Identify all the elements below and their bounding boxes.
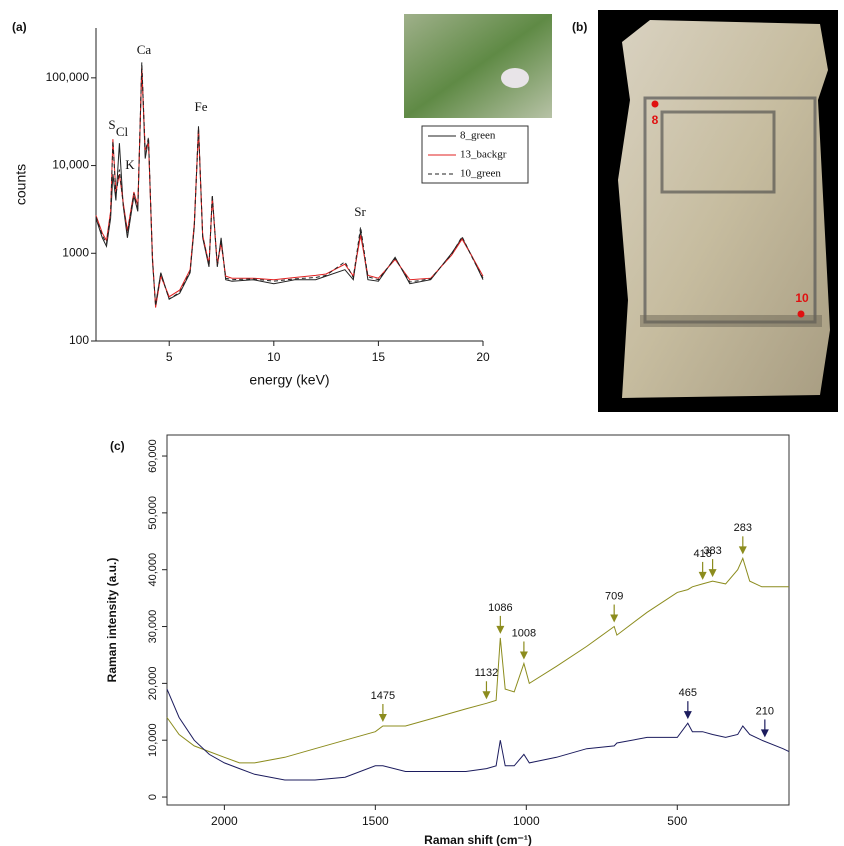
peak-annotation: S [108,117,115,132]
peak-arrowhead [708,569,717,578]
peak-annotation: Ca [137,42,152,57]
y-tick-label: 10,000 [147,723,159,757]
peak-arrowhead [760,729,769,738]
series-line [166,556,789,764]
peak-arrowhead [698,571,707,580]
x-tick-label: 2000 [211,814,238,828]
peak-label: 1086 [488,602,512,614]
peak-label: 1008 [512,627,536,639]
series-line [95,64,484,305]
y-axis-label: Raman intensity (a.u.) [105,558,119,683]
sample-point [797,310,805,318]
x-tick-label: 1500 [362,814,389,828]
y-tick-label: 100,000 [46,70,90,84]
y-tick-label: 20,000 [147,667,159,701]
peak-label: 210 [756,705,774,717]
panel-label: (a) [12,20,27,34]
y-axis-label: counts [13,164,29,205]
peak-annotation: K [125,157,135,172]
series-line [95,62,484,307]
x-axis-label: energy (keV) [249,372,329,388]
peak-arrowhead [482,691,491,700]
artifact-band [640,315,822,327]
sample-photo [404,14,552,118]
x-tick-label: 1000 [513,814,540,828]
y-tick-label: 60,000 [147,439,159,473]
peak-label: 383 [703,545,721,557]
legend-label: 10_green [460,168,501,180]
peak-arrowhead [496,625,505,634]
sample-point [651,100,659,108]
x-tick-label: 10 [267,350,281,364]
legend-label: 8_green [460,130,496,142]
peak-annotation: Fe [195,99,208,114]
artifact-stone [618,20,830,398]
x-tick-label: 20 [476,350,490,364]
plot-frame [166,434,790,806]
sample-point-label: 8 [652,113,659,127]
y-tick-label: 40,000 [147,553,159,587]
peak-annotation: Cl [116,124,129,139]
peak-label: 283 [734,522,752,534]
x-tick-label: 5 [166,350,173,364]
y-tick-label: 100 [69,333,89,347]
y-tick-label: 0 [147,794,159,800]
peak-label: 1132 [475,667,499,679]
peak-label: 1475 [371,690,395,702]
peak-label: 416 [693,548,711,560]
y-tick-label: 50,000 [147,496,159,530]
peak-arrowhead [738,546,747,555]
artifact-frame [660,110,776,194]
x-tick-label: 500 [667,814,687,828]
peak-arrowhead [519,651,528,660]
peak-annotation: Sr [354,204,366,219]
peak-label: 709 [605,590,623,602]
peak-label: 465 [679,687,697,699]
x-tick-label: 15 [372,350,386,364]
peak-arrowhead [683,711,692,720]
sample-photo-detail [501,68,529,88]
sample-point-label: 10 [795,291,809,305]
panel-label: (c) [110,439,125,453]
legend-label: 13_backgr [460,149,507,161]
peak-arrowhead [378,713,387,722]
x-axis-label: Raman shift (cm⁻¹) [424,833,532,846]
y-tick-label: 30,000 [147,610,159,644]
series-line [166,688,790,781]
y-tick-label: 10,000 [52,158,89,172]
peak-arrowhead [610,614,619,623]
y-tick-label: 1000 [62,245,89,259]
panel-label: (b) [572,20,587,34]
